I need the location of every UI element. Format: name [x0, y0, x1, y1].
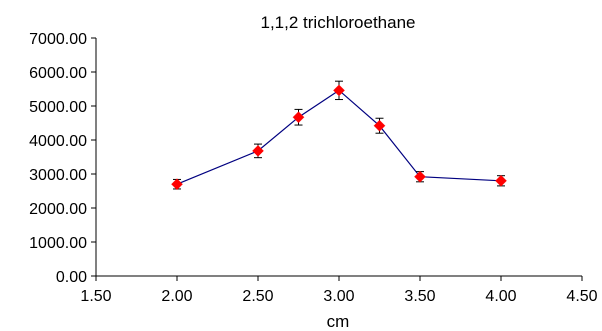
- chart-title: 1,1,2 trichloroethane: [261, 13, 416, 32]
- y-tick-label: 5000.00: [29, 99, 87, 116]
- y-tick-label: 3000.00: [29, 167, 87, 184]
- data-point: [171, 178, 183, 191]
- x-tick-label: 2.00: [161, 288, 192, 305]
- data-point: [414, 170, 426, 183]
- data-point: [292, 111, 305, 124]
- x-tick-label: 4.50: [566, 288, 597, 305]
- x-tick-label: 1.50: [80, 288, 111, 305]
- y-tick-label: 7000.00: [29, 31, 87, 48]
- x-tick-label: 3.50: [404, 288, 435, 305]
- series-line: [176, 89, 502, 185]
- y-tick-label: 6000.00: [29, 65, 87, 82]
- data-point: [333, 84, 345, 97]
- y-tick-label: 1000.00: [29, 235, 87, 252]
- x-tick-label: 2.50: [242, 288, 273, 305]
- x-tick-label: 3.00: [323, 288, 354, 305]
- data-point: [252, 145, 264, 157]
- tick-labels: 0.00 1000.00 2000.00 3000.00 4000.00 5000.00 6…: [29, 31, 598, 305]
- x-tick-label: 4.00: [485, 288, 516, 305]
- axes: [91, 37, 583, 281]
- data-point: [495, 174, 507, 187]
- y-tick-label: 0.00: [56, 269, 87, 286]
- plot-area: [171, 80, 507, 191]
- x-axis-label: cm: [327, 312, 350, 331]
- y-tick-label: 2000.00: [29, 201, 87, 218]
- data-point: [373, 119, 386, 132]
- y-tick-label: 4000.00: [29, 133, 87, 150]
